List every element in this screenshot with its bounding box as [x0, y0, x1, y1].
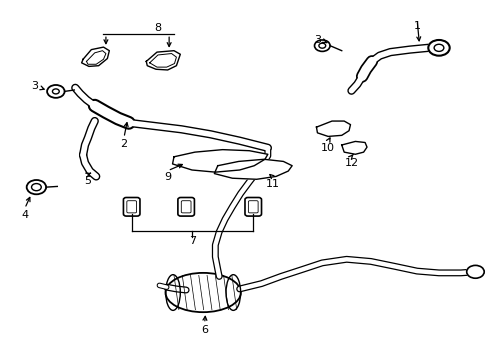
Text: 6: 6 — [201, 325, 208, 335]
FancyBboxPatch shape — [123, 198, 140, 216]
Text: 9: 9 — [164, 172, 171, 182]
Circle shape — [27, 180, 46, 194]
Circle shape — [466, 265, 483, 278]
Text: 8: 8 — [154, 23, 161, 33]
FancyBboxPatch shape — [126, 201, 136, 213]
Text: 11: 11 — [265, 179, 279, 189]
Polygon shape — [81, 47, 109, 66]
Ellipse shape — [165, 273, 241, 312]
Text: 5: 5 — [84, 176, 91, 186]
Circle shape — [314, 40, 329, 51]
Text: 3: 3 — [31, 81, 38, 91]
FancyBboxPatch shape — [244, 198, 261, 216]
Circle shape — [47, 85, 64, 98]
Text: 3: 3 — [313, 35, 320, 45]
FancyBboxPatch shape — [181, 201, 191, 213]
Polygon shape — [146, 51, 180, 70]
Text: 7: 7 — [188, 236, 196, 246]
Text: 12: 12 — [344, 158, 358, 168]
Circle shape — [427, 40, 449, 56]
Polygon shape — [316, 121, 350, 136]
Polygon shape — [172, 150, 267, 172]
FancyBboxPatch shape — [178, 198, 194, 216]
Text: 10: 10 — [321, 143, 334, 153]
Text: 1: 1 — [413, 21, 420, 31]
Polygon shape — [341, 141, 366, 154]
Polygon shape — [214, 159, 291, 179]
Text: 4: 4 — [21, 210, 28, 220]
Text: 2: 2 — [120, 139, 127, 149]
FancyBboxPatch shape — [248, 201, 258, 213]
